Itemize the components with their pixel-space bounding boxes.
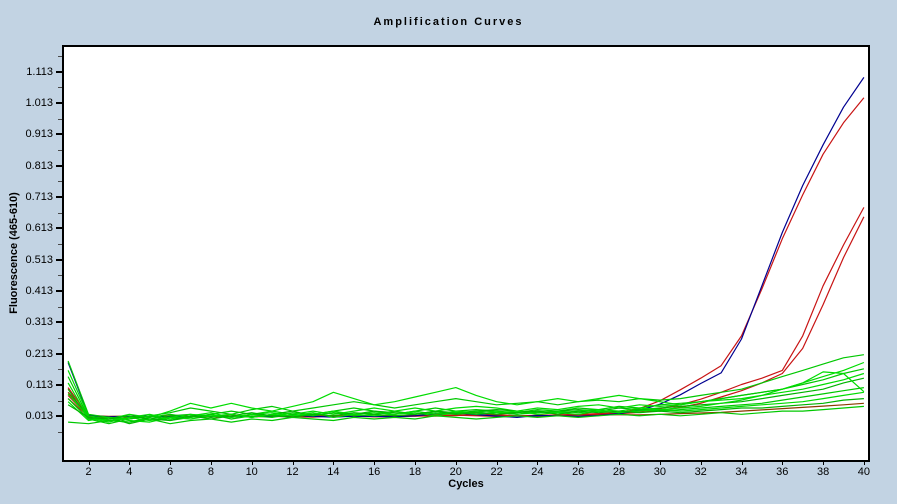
x-tick-label: 16 [368, 466, 381, 478]
y-tick-mark [56, 196, 62, 199]
plot-area [62, 45, 870, 462]
x-tick-mark [374, 462, 376, 465]
y-minor-tick-mark [58, 244, 62, 246]
y-axis-ticks: 0.013 0.113 0.213 0.313 0.413 0.513 0.613 0.713… [0, 47, 62, 460]
series-red-late-trace-2 [67, 216, 865, 418]
y-tick-mark [56, 415, 62, 418]
x-tick-label: 20 [449, 466, 462, 478]
x-tick-mark [251, 462, 253, 465]
x-tick-label: 24 [531, 466, 544, 478]
x-tick-mark [659, 462, 661, 465]
series-green-trace-6 [67, 371, 865, 422]
x-tick-mark [129, 462, 131, 465]
x-tick-mark [455, 462, 457, 465]
x-tick-mark [170, 462, 172, 465]
y-tick-label: 0.013 [25, 410, 53, 423]
x-tick-label: 6 [167, 466, 174, 478]
y-tick-mark [56, 352, 62, 355]
x-tick-mark [823, 462, 825, 465]
x-tick-label: 36 [776, 466, 789, 478]
x-tick-mark [782, 462, 784, 465]
series-green-trace-9 [67, 398, 864, 422]
x-tick-mark [741, 462, 743, 465]
y-tick-label: 0.513 [25, 253, 53, 266]
x-tick-mark [578, 462, 580, 465]
x-tick-mark [333, 462, 335, 465]
y-minor-tick-mark [58, 118, 62, 120]
y-tick-mark [56, 164, 62, 167]
y-tick-mark [56, 321, 62, 324]
y-tick-mark [56, 258, 62, 261]
x-tick-label: 8 [207, 466, 214, 478]
y-minor-tick-mark [58, 56, 62, 58]
x-tick-label: 14 [327, 466, 340, 478]
chart-title: Amplification Curves [373, 16, 524, 28]
x-tick-mark [210, 462, 212, 465]
y-tick-mark [56, 102, 62, 105]
y-tick-mark [56, 133, 62, 136]
y-minor-tick-mark [58, 150, 62, 152]
series-blue-early-trace [67, 77, 865, 418]
x-tick-label: 32 [694, 466, 707, 478]
y-minor-tick-mark [58, 275, 62, 277]
x-tick-mark [292, 462, 294, 465]
y-minor-tick-mark [58, 212, 62, 214]
series-red-late-trace-1 [67, 207, 865, 418]
x-tick-label: 30 [653, 466, 667, 478]
x-tick-mark [496, 462, 498, 465]
y-tick-mark [56, 290, 62, 293]
y-tick-label: 0.313 [25, 316, 53, 329]
series-green-trace-7 [67, 387, 864, 425]
series-green-trace-10 [68, 405, 864, 425]
y-tick-label: 0.713 [25, 191, 53, 204]
y-minor-tick-mark [58, 87, 62, 89]
x-tick-label: 28 [612, 466, 626, 478]
y-tick-mark [56, 227, 62, 230]
x-tick-mark [863, 462, 865, 465]
x-tick-label: 2 [85, 466, 92, 478]
x-tick-label: 12 [286, 466, 299, 478]
x-tick-label: 38 [816, 466, 830, 478]
x-axis-ticks: 2 4 6 8 10 12 14 16 18 20 22 24 26 28 30 32 34 36 38 40 [64, 462, 870, 480]
y-minor-tick-mark [58, 181, 62, 183]
y-tick-label: 0.413 [25, 285, 53, 298]
x-axis-title: Cycles [448, 478, 484, 490]
series-red-early-trace [67, 97, 865, 418]
y-tick-label: 0.613 [25, 222, 53, 235]
series-green-trace-4 [67, 372, 865, 423]
y-minor-tick-mark [58, 400, 62, 402]
x-tick-label: 40 [857, 466, 871, 478]
x-tick-mark [700, 462, 702, 465]
x-tick-mark [537, 462, 539, 465]
y-tick-mark [56, 384, 62, 387]
y-tick-label: 1.113 [26, 65, 53, 78]
x-tick-mark [619, 462, 620, 465]
series-green-trace-1 [67, 354, 864, 420]
y-tick-label: 0.813 [25, 159, 53, 172]
amplification-plot [67, 77, 865, 425]
y-tick-label: 0.913 [25, 128, 53, 141]
y-tick-label: 0.213 [25, 347, 53, 360]
x-tick-label: 4 [126, 466, 133, 478]
y-minor-tick-mark [58, 306, 62, 308]
x-tick-mark [415, 462, 416, 465]
x-tick-label: 26 [572, 466, 585, 478]
y-tick-label: 0.113 [26, 379, 53, 392]
y-minor-tick-mark [58, 432, 62, 434]
x-tick-mark [88, 462, 90, 465]
x-tick-label: 34 [735, 466, 748, 478]
x-tick-label: 18 [408, 466, 422, 478]
x-tick-label: 10 [245, 466, 258, 478]
y-minor-tick-mark [58, 338, 62, 340]
y-tick-mark [56, 70, 62, 73]
x-tick-label: 22 [490, 466, 503, 478]
y-tick-label: 1.013 [25, 97, 53, 110]
y-minor-tick-mark [58, 369, 62, 371]
